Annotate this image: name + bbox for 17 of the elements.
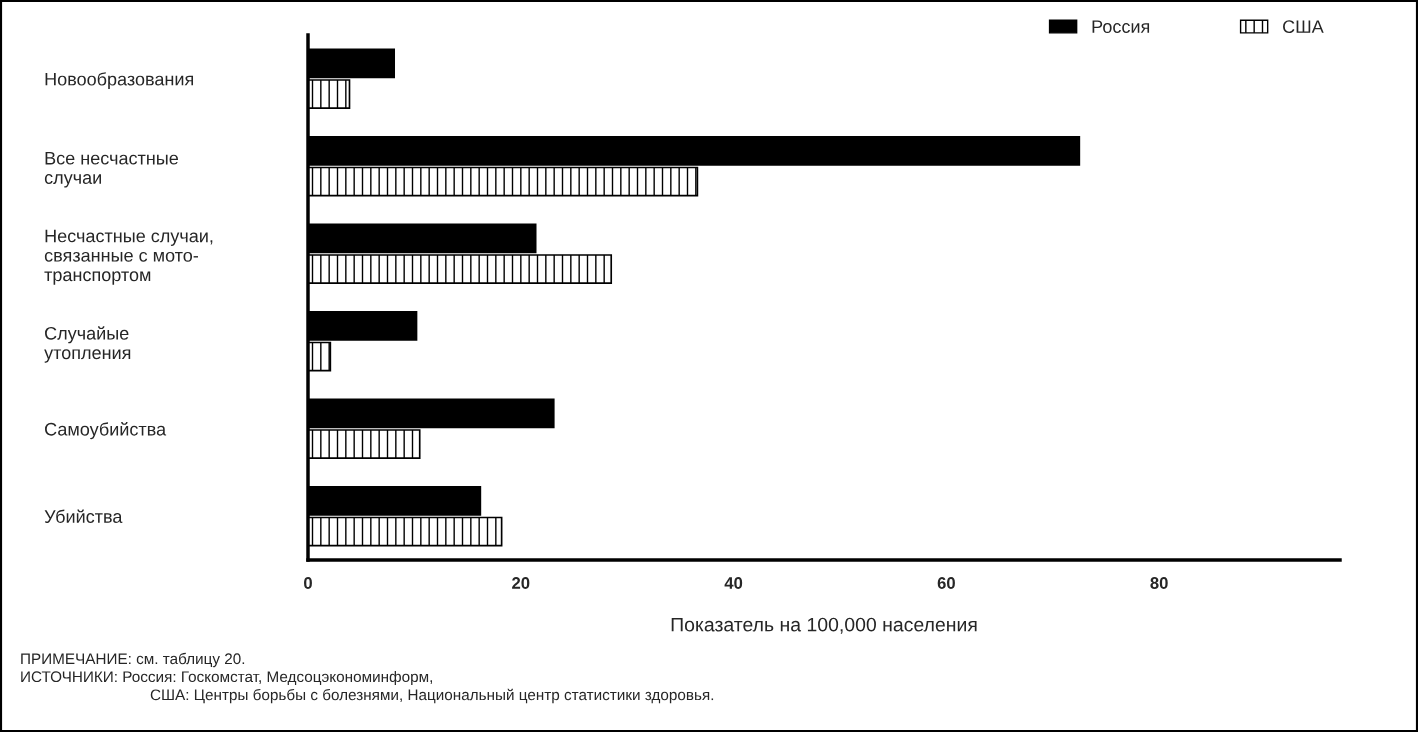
text: ИСТОЧНИКИ: Россия: Госкомстат, Медсоцэкономинформ, [21, 670, 432, 686]
text: ПРИМЕЧАНИЕ: см. таблицу 20. [21, 652, 245, 668]
text: США: Центры борьбы с болезнями, Национальный центр статистики здоровья. [150, 688, 714, 704]
y-tick-label: Новообразования [45, 72, 194, 90]
x-tick-label: 40 [724, 577, 743, 589]
legend-label: Россия [1092, 20, 1150, 34]
y-tick-label: Убийства [44, 509, 123, 523]
y-tick-label: Случайые утопления [44, 326, 131, 363]
x-tick-label: 60 [937, 577, 955, 589]
y-tick-label: Самоубийства [45, 422, 167, 440]
y-tick-label: Несчастные случаи, связанные с мото- транспортом [44, 229, 213, 285]
x-tick-label: 20 [512, 577, 530, 589]
legend-label: США [1283, 20, 1324, 34]
x-tick-label: 80 [1150, 577, 1168, 589]
x-tick-label: 0 [304, 577, 312, 589]
x-axis-title: Показатель на 100,000 населения [671, 617, 977, 634]
y-tick-label: Все несчастные случаи [44, 151, 179, 188]
